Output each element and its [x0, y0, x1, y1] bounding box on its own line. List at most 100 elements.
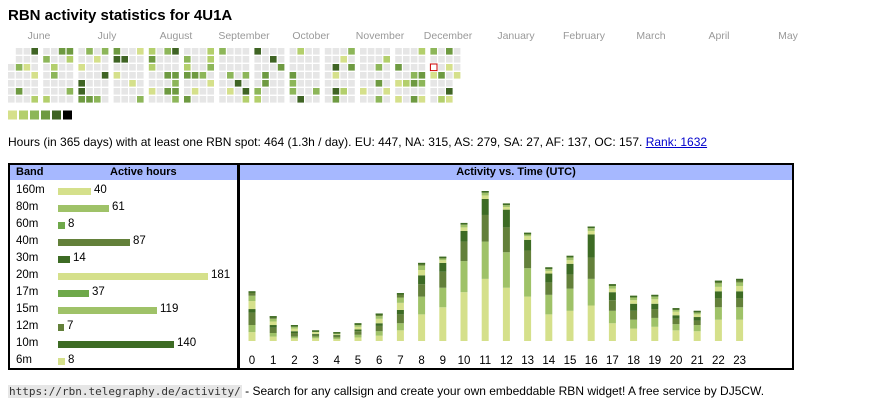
- time-bar-segment: [248, 332, 256, 341]
- time-bar-segment: [290, 338, 298, 341]
- band-bar: [58, 290, 89, 297]
- heatmap-cell: [262, 96, 269, 103]
- hour-tick-label: 20: [670, 355, 683, 367]
- heatmap-cell: [78, 80, 85, 87]
- heatmap-cell: [297, 72, 304, 79]
- rank-link[interactable]: Rank: 1632: [645, 135, 708, 149]
- time-bar-segment: [672, 330, 680, 341]
- footer-text: - Search for any callsign and create you…: [241, 384, 765, 398]
- time-bar-segment: [672, 311, 680, 316]
- time-bar-segment: [418, 265, 426, 270]
- time-bar-segment: [396, 330, 404, 341]
- time-bar-cap: [375, 313, 383, 315]
- heatmap-cell: [207, 80, 214, 87]
- band-hours-value: 87: [133, 235, 146, 247]
- heatmap-cell: [184, 56, 191, 63]
- heatmap-cell: [78, 48, 85, 55]
- time-bar-segment: [714, 286, 722, 292]
- time-bar-segment: [354, 329, 362, 332]
- heatmap-cell: [66, 72, 74, 79]
- heatmap-cell: [289, 48, 297, 55]
- time-bar-segment: [545, 273, 553, 283]
- heatmap-cell: [199, 72, 207, 79]
- heatmap-cell: [191, 72, 199, 79]
- heatmap-cell: [289, 72, 297, 79]
- heatmap-cell: [262, 64, 269, 71]
- heatmap-cell: [199, 48, 207, 55]
- time-bar-segment: [269, 321, 277, 326]
- heatmap-cell: [43, 80, 50, 87]
- heatmap-cell: [418, 80, 426, 87]
- footer: https://rbn.telegraphy.de/activity/ - Se…: [8, 384, 764, 398]
- heatmap-cell: [410, 56, 418, 63]
- heatmap-cell: [234, 88, 242, 95]
- heatmap-cell: [8, 88, 15, 95]
- heatmap-cell: [129, 64, 136, 71]
- band-label: 12m: [16, 320, 39, 332]
- heatmap-cell: [430, 48, 437, 55]
- heatmap-cell: [367, 72, 375, 79]
- heatmap-cell: [156, 72, 164, 79]
- heatmap-cell: [297, 64, 304, 71]
- legend-swatch: [52, 110, 61, 120]
- time-bar-segment: [502, 227, 510, 253]
- heatmap-cell: [438, 96, 445, 103]
- time-bar-segment: [714, 319, 722, 341]
- heatmap-cell: [297, 80, 304, 87]
- time-bar-segment: [736, 319, 744, 341]
- heatmap-cell: [234, 80, 242, 87]
- band-label: 160m: [16, 184, 45, 196]
- hour-tick-label: 5: [355, 355, 361, 367]
- heatmap-cell: [324, 72, 332, 79]
- time-bar-segment: [630, 328, 638, 341]
- time-bar-segment: [630, 297, 638, 301]
- time-bar-segment: [566, 274, 574, 289]
- time-bar-cap: [566, 255, 574, 258]
- heatmap-cell: [113, 88, 121, 95]
- heatmap-cell: [324, 64, 332, 71]
- heatmap-cell: [86, 88, 93, 95]
- heatmap-cell: [156, 96, 164, 103]
- heatmap-cell: [219, 96, 226, 103]
- time-bar-segment: [248, 295, 256, 302]
- heatmap-cell: [430, 72, 437, 79]
- heatmap-cell: [340, 88, 347, 95]
- heatmap-cell: [340, 48, 347, 55]
- time-bar-segment: [566, 257, 574, 261]
- heatmap-cell: [367, 48, 375, 55]
- heatmap-cell: [58, 88, 66, 95]
- hour-tick-label: 14: [542, 355, 555, 367]
- heatmap-cell: [262, 88, 269, 95]
- heatmap-cell: [121, 48, 128, 55]
- heatmap-cell: [289, 80, 297, 87]
- band-row: 15m 119: [10, 302, 237, 319]
- time-bar-segment: [608, 292, 616, 301]
- time-bar-segment: [312, 333, 320, 335]
- heatmap-cell: [219, 48, 226, 55]
- time-bar-segment: [248, 291, 256, 296]
- heatmap-cell: [242, 48, 250, 55]
- time-bar-segment: [375, 325, 383, 332]
- hour-tick-label: 13: [521, 355, 534, 367]
- heatmap-cell: [94, 48, 101, 55]
- heatmap-cell: [51, 48, 58, 55]
- heatmap-cell: [242, 88, 250, 95]
- stats-text: Hours (in 365 days) with at least one RB…: [8, 135, 643, 149]
- time-bar-segment: [269, 327, 277, 334]
- heatmap-cell: [94, 80, 101, 87]
- heatmap-cell: [270, 48, 277, 55]
- heatmap-cell: [172, 48, 179, 55]
- time-bar-segment: [524, 234, 532, 237]
- heatmap-cell: [31, 88, 38, 95]
- band-bar: [58, 239, 130, 246]
- heatmap-cell: [277, 48, 285, 55]
- band-bar: [58, 222, 65, 229]
- heatmap-cell: [289, 64, 297, 71]
- heatmap-cell: [277, 96, 285, 103]
- legend-swatch: [19, 110, 28, 120]
- time-bar-segment: [269, 318, 277, 322]
- heatmap-cell: [101, 88, 109, 95]
- time-bar-segment: [587, 305, 595, 341]
- heatmap-cell: [58, 48, 66, 55]
- heatmap-cell: [184, 88, 191, 95]
